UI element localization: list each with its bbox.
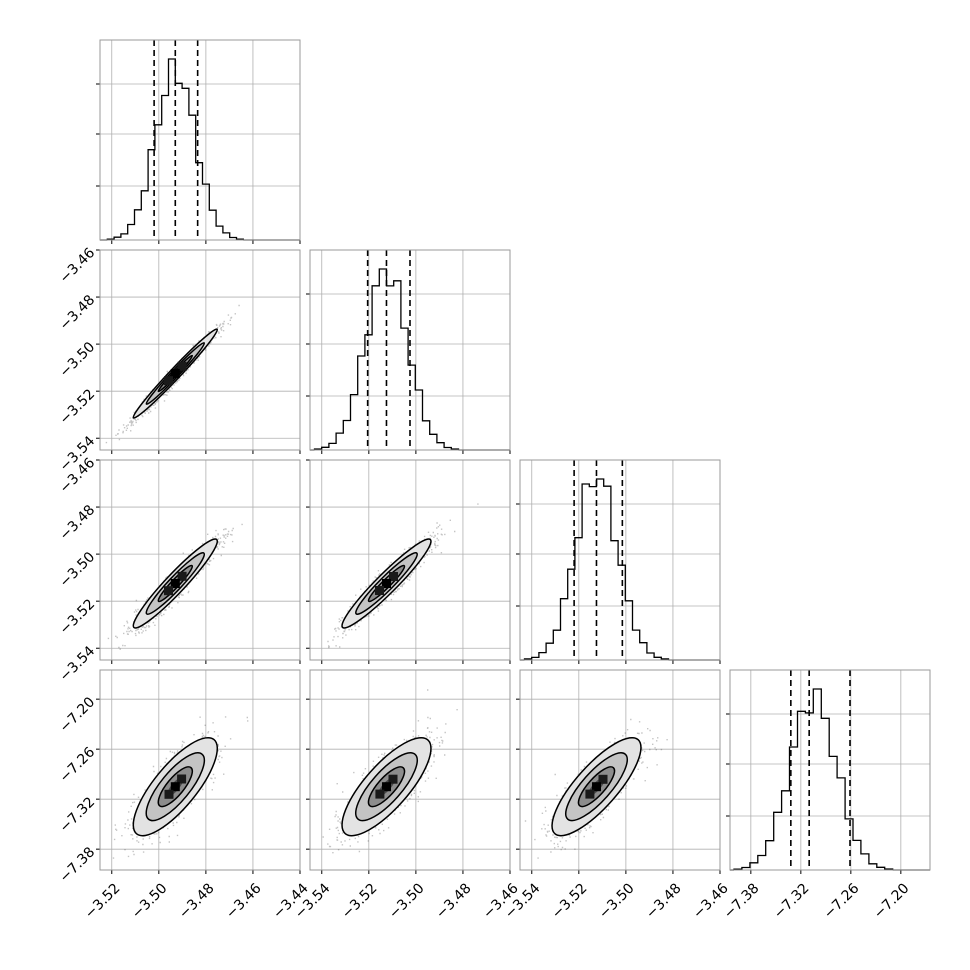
density-core-block-2 bbox=[170, 369, 180, 378]
density-core-block-2 bbox=[382, 782, 391, 792]
density-core-block-3 bbox=[164, 376, 173, 386]
panel-frame bbox=[519, 669, 721, 871]
panel-frame bbox=[729, 669, 931, 871]
x-tick-label-1-3: −3.48 bbox=[176, 880, 218, 922]
density-content bbox=[112, 716, 249, 859]
x-tick-label-4-1: −7.38 bbox=[721, 880, 763, 922]
density-panel-4-2 bbox=[306, 669, 511, 874]
x-tick-label-3-4: −3.48 bbox=[643, 880, 685, 922]
density-core-block-3 bbox=[375, 789, 385, 799]
density-core-block-2 bbox=[382, 579, 391, 588]
x-tick-label-4-4: −7.20 bbox=[871, 880, 913, 922]
density-panel-4-1 bbox=[96, 669, 301, 874]
x-tick-label-3-3: −3.50 bbox=[596, 880, 638, 922]
density-core-block-2 bbox=[170, 579, 180, 588]
panel-frame bbox=[309, 459, 511, 661]
y-tick-label-2-3: −3.50 bbox=[57, 339, 99, 381]
panel-frame bbox=[309, 669, 511, 871]
density-core-block-2 bbox=[592, 782, 601, 792]
density-core-block-3 bbox=[164, 586, 173, 596]
x-tick-label-1-2: −3.50 bbox=[129, 880, 171, 922]
y-tick-label-2-2: −3.52 bbox=[57, 386, 99, 428]
density-panel-4-3 bbox=[516, 669, 721, 874]
scatter-points bbox=[327, 503, 479, 649]
density-core-block-3 bbox=[375, 586, 384, 595]
density-panel-3-2 bbox=[306, 459, 511, 664]
y-tick-label-3-3: −3.50 bbox=[57, 549, 99, 591]
density-core-block-1 bbox=[389, 572, 398, 581]
density-content bbox=[524, 718, 668, 870]
panel-frame bbox=[99, 249, 301, 451]
histogram-steps-4 bbox=[733, 688, 894, 870]
panel-frame bbox=[99, 459, 301, 661]
density-content bbox=[107, 523, 243, 650]
y-tick-label-2-4: −3.48 bbox=[57, 292, 99, 334]
panel-frame bbox=[99, 39, 301, 241]
x-tick-label-3-2: −3.52 bbox=[549, 880, 591, 922]
density-core-block-1 bbox=[177, 571, 187, 581]
histogram-steps-2 bbox=[313, 268, 460, 450]
density-core-block-1 bbox=[177, 774, 187, 784]
density-panel-2-1 bbox=[96, 249, 301, 454]
y-tick-label-4-3: −7.26 bbox=[57, 744, 99, 786]
y-tick-label-3-1: −3.54 bbox=[57, 643, 99, 685]
x-tick-label-2-2: −3.52 bbox=[339, 880, 381, 922]
histogram-panel-2 bbox=[306, 249, 511, 454]
density-content bbox=[327, 503, 479, 649]
x-tick-label-4-3: −7.26 bbox=[821, 880, 863, 922]
density-core-block-3 bbox=[164, 789, 174, 799]
x-tick-label-1-1: −3.52 bbox=[82, 880, 124, 922]
histogram-panel-3 bbox=[516, 459, 721, 664]
x-tick-label-2-3: −3.50 bbox=[386, 880, 428, 922]
density-core-block-2 bbox=[170, 782, 180, 792]
density-panel-3-1 bbox=[96, 459, 301, 664]
y-tick-label-2-5: −3.46 bbox=[57, 245, 99, 287]
y-tick-label-4-2: −7.32 bbox=[57, 794, 99, 836]
y-tick-label-4-1: −7.38 bbox=[57, 844, 99, 886]
density-core-block-1 bbox=[388, 774, 398, 784]
density-core-block-1 bbox=[598, 774, 608, 784]
y-tick-label-3-2: −3.52 bbox=[57, 596, 99, 638]
panel-frame bbox=[309, 249, 511, 451]
panel-frame bbox=[519, 459, 721, 661]
panel-frame bbox=[99, 669, 301, 871]
y-tick-label-4-4: −7.20 bbox=[57, 694, 99, 736]
histogram-panel-1 bbox=[96, 39, 301, 244]
density-content bbox=[105, 304, 240, 444]
density-content bbox=[322, 689, 458, 854]
y-tick-label-3-4: −3.48 bbox=[57, 502, 99, 544]
histogram-panel-4 bbox=[726, 669, 931, 874]
x-tick-label-4-2: −7.32 bbox=[771, 880, 813, 922]
x-tick-label-1-4: −3.46 bbox=[223, 880, 265, 922]
density-core-block-3 bbox=[585, 789, 595, 799]
x-tick-label-2-4: −3.48 bbox=[433, 880, 475, 922]
density-core-block-1 bbox=[177, 361, 187, 371]
